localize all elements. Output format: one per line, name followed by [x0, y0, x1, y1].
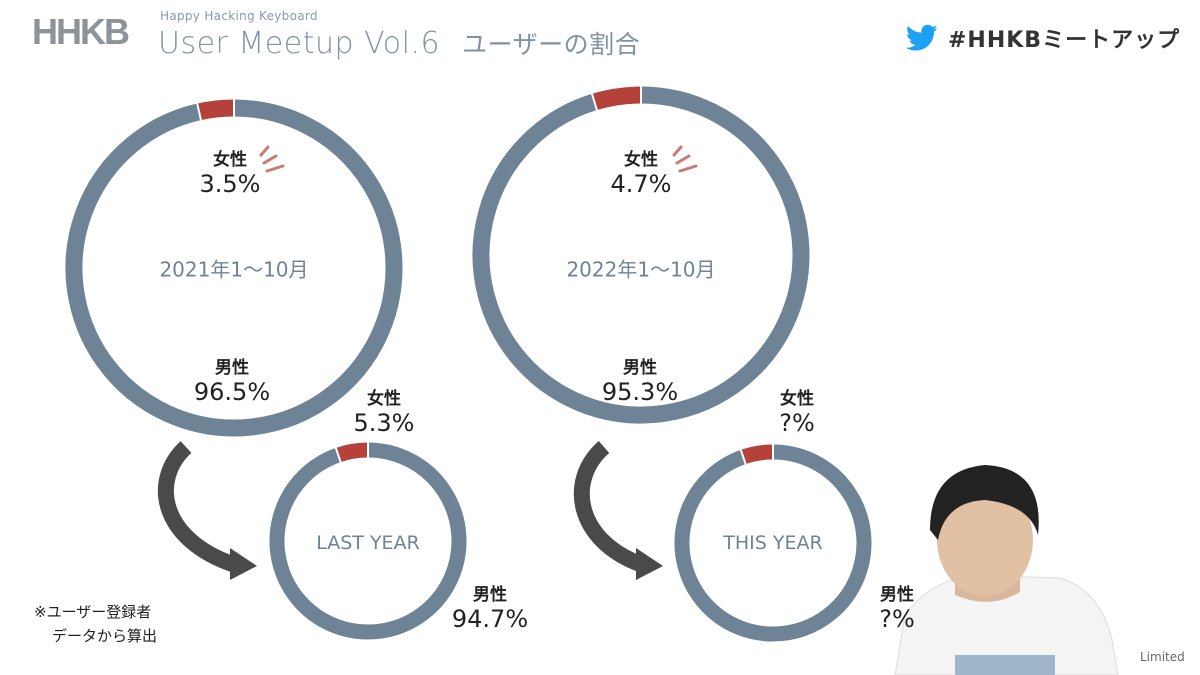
donut-2022-separator-0	[590, 92, 599, 112]
footnote-line1: ※ユーザー登録者	[34, 603, 152, 621]
arrow-this-year	[573, 440, 663, 580]
male-pct-2022: 95.3%	[601, 378, 679, 406]
female-pct-2021: 3.5%	[199, 170, 261, 198]
donut-last-year-male-slice	[269, 442, 467, 640]
female-name-2021: 女性	[212, 150, 247, 170]
watermark: Limited	[1140, 650, 1185, 664]
male-name-2022: 男性	[623, 358, 657, 378]
donut-last-year-female-slice	[335, 442, 369, 463]
svg-text:HHKB: HHKB	[32, 14, 129, 48]
page-title: User Meetup Vol.6 ユーザーの割合	[158, 25, 640, 61]
male-pct-2021: 96.5%	[193, 378, 271, 406]
donut-this-year-male-slice	[674, 444, 872, 642]
donut-2021-male-slice	[65, 99, 403, 437]
male-label-2021: 男性 96.5%	[194, 353, 270, 406]
female-label-last-year: 女性 5.3%	[354, 384, 415, 437]
male-pct-last-year: 94.7%	[451, 605, 529, 633]
male-label-this-year: 男性 ?%	[879, 580, 915, 633]
presenter-video-overlay	[894, 465, 1119, 675]
female-pct-this-year: ?%	[779, 409, 815, 437]
female-name-2022: 女性	[623, 150, 658, 170]
male-pct-this-year: ?%	[879, 605, 915, 633]
donut-last-year-separator-0	[334, 446, 342, 464]
footnote: ※ユーザー登録者 データから算出	[34, 600, 157, 648]
male-label-last-year: 男性 94.7%	[452, 580, 528, 633]
donut-2021-separator-0	[196, 102, 203, 122]
footnote-line2: データから算出	[52, 627, 158, 645]
title-main: User Meetup Vol.6	[158, 26, 441, 61]
donut-2021-female-slice	[197, 99, 235, 121]
male-name-this-year: 男性	[879, 585, 914, 605]
female-label-2022: 女性 4.7%	[611, 145, 672, 198]
donut-this-year-separator-0	[739, 448, 747, 466]
center-label-this-year: THIS YEAR	[723, 532, 823, 554]
center-label-2022: 2022年1〜10月	[566, 257, 716, 282]
male-name-2021: 男性	[215, 358, 249, 378]
header-subtitle: Happy Hacking Keyboard	[160, 9, 318, 23]
arrow-last-year	[157, 441, 257, 580]
emphasis-marks-2021	[259, 145, 285, 173]
female-name-this-year: 女性	[779, 389, 814, 409]
female-label-this-year: 女性 ?%	[779, 384, 815, 437]
center-label-last-year: LAST YEAR	[316, 532, 420, 554]
female-label-2021: 女性 3.5%	[200, 145, 261, 198]
male-name-last-year: 男性	[473, 585, 507, 605]
emphasis-marks-2022	[672, 145, 698, 173]
title-sub: ユーザーの割合	[462, 30, 641, 59]
female-pct-2022: 4.7%	[610, 170, 672, 198]
donut-this-year-female-slice	[740, 444, 774, 465]
hhkb-logo: HHKB	[32, 11, 142, 52]
twitter-bird-icon	[906, 24, 938, 51]
female-pct-last-year: 5.3%	[353, 409, 415, 437]
donut-2022-male-slice	[472, 86, 810, 424]
female-name-last-year: 女性	[366, 389, 401, 409]
hashtag-text: #HHKBミートアップ	[948, 28, 1181, 53]
center-label-2021: 2021年1〜10月	[159, 257, 309, 282]
hashtag: #HHKBミートアップ	[906, 22, 1180, 54]
donut-2022-female-slice	[591, 86, 642, 111]
male-label-2022: 男性 95.3%	[602, 353, 678, 406]
